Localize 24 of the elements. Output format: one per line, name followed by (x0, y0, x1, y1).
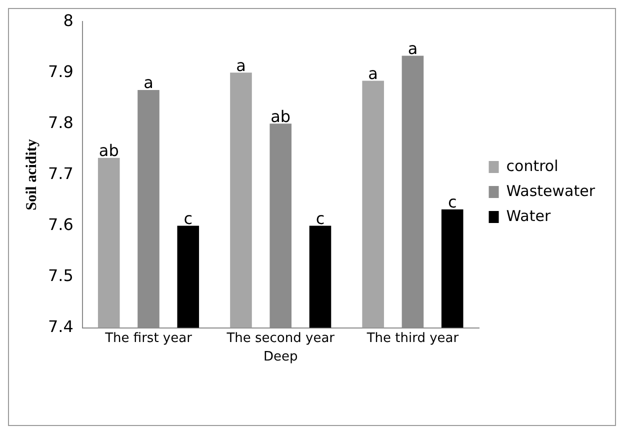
data-label: c (184, 208, 193, 228)
data-label: a (408, 38, 418, 58)
data-label: a (144, 73, 154, 92)
x-tick-label: The first year (104, 330, 193, 346)
y-tick-label: 7.9 (48, 62, 74, 81)
legend-label: Wastewater (506, 182, 596, 200)
x-axis-title: Deep (263, 350, 298, 365)
x-tick-label: The third year (366, 330, 460, 346)
y-tick-label: 7.6 (48, 214, 74, 234)
x-tick-label: The second year (226, 330, 336, 346)
legend-label: Water (506, 206, 552, 225)
y-tick-label: 7.8 (48, 112, 74, 132)
data-label: a (368, 64, 378, 83)
data-label: c (316, 208, 325, 228)
legend-label: control (506, 156, 558, 175)
data-label: c (448, 192, 457, 212)
data-label: a (236, 56, 246, 75)
y-axis-title: Soil acidity (24, 138, 40, 210)
data-label: ab (270, 106, 291, 126)
y-tick-label: 7.4 (48, 316, 74, 336)
y-tick-label: 7.7 (48, 164, 74, 183)
data-label: ab (98, 141, 119, 160)
y-tick-label: 8 (63, 10, 74, 30)
y-tick-label: 7.5 (48, 266, 74, 285)
